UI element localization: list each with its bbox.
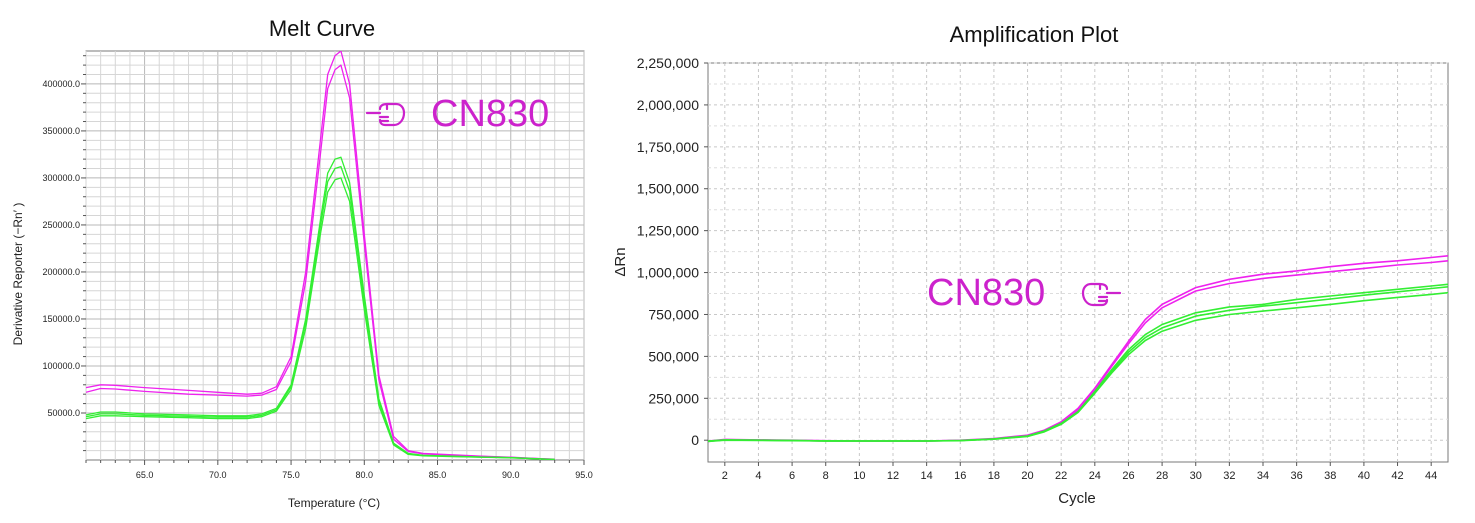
x-tick-label: 36 bbox=[1291, 470, 1303, 482]
series-group bbox=[708, 255, 1448, 443]
hand-pointing-right-icon bbox=[1081, 282, 1122, 307]
x-tick-label: 30 bbox=[1190, 470, 1202, 482]
x-tick-label: 20 bbox=[1021, 470, 1033, 482]
annotation-cn830: CN830 bbox=[927, 272, 1122, 314]
x-tick-label: 16 bbox=[954, 470, 966, 482]
chart-title: Amplification Plot bbox=[950, 22, 1119, 47]
y-axis-label: ΔRn bbox=[612, 247, 629, 276]
y-axis-label: Derivative Reporter (−Rn′ ) bbox=[11, 203, 25, 346]
gridlines bbox=[708, 62, 1448, 462]
x-tick-label: 8 bbox=[823, 470, 829, 482]
x-tick-label: 65.0 bbox=[136, 470, 154, 480]
y-tick-label: 250000.0 bbox=[42, 220, 80, 230]
annotation-label: CN830 bbox=[431, 93, 549, 135]
y-tick-label: 300000.0 bbox=[42, 173, 80, 183]
amplification-plot-chart: Amplification Plot 2 4 6 8 10 12 14 16 18 20 22 24 2… bbox=[612, 22, 1449, 507]
x-tick-label: 2 bbox=[722, 470, 728, 482]
x-axis-label: Temperature (°C) bbox=[288, 496, 380, 510]
x-tick-label: 85.0 bbox=[429, 470, 447, 480]
y-tick-label: 1,750,000 bbox=[637, 139, 699, 155]
x-tick-label: 32 bbox=[1223, 470, 1235, 482]
x-tick-label: 90.0 bbox=[502, 470, 520, 480]
x-tick-label: 28 bbox=[1156, 470, 1168, 482]
y-tick-label: 100000.0 bbox=[42, 361, 80, 371]
series-line-2 bbox=[86, 64, 555, 460]
y-tick-label: 350000.0 bbox=[42, 126, 80, 136]
y-tick-label: 200000.0 bbox=[42, 267, 80, 277]
x-tick-label: 34 bbox=[1257, 470, 1269, 482]
y-tick-label: 2,250,000 bbox=[637, 55, 699, 71]
hand-pointing-left-icon bbox=[365, 102, 406, 127]
axis-ticks: 2 4 6 8 10 12 14 16 18 20 22 24 26 28 30 32 34 36 38 40 42 44… bbox=[637, 55, 1438, 482]
x-tick-label: 6 bbox=[789, 470, 795, 482]
y-tick-label: 500,000 bbox=[648, 348, 699, 364]
axis-ticks: 65.0 70.0 75.0 80.0 85.0 90.0 95.0 50000.0 10000… bbox=[42, 55, 593, 480]
y-tick-label: 0 bbox=[691, 432, 699, 448]
y-tick-label: 250,000 bbox=[648, 390, 699, 406]
annotation-label: CN830 bbox=[927, 272, 1045, 314]
x-tick-label: 12 bbox=[887, 470, 899, 482]
y-tick-label: 1,000,000 bbox=[637, 265, 699, 281]
x-tick-label: 44 bbox=[1425, 470, 1437, 482]
x-tick-label: 26 bbox=[1122, 470, 1134, 482]
x-tick-label: 24 bbox=[1089, 470, 1101, 482]
series-line-5 bbox=[708, 291, 1448, 443]
x-tick-label: 70.0 bbox=[209, 470, 227, 480]
series-line-5 bbox=[86, 165, 555, 460]
y-tick-label: 750,000 bbox=[648, 306, 699, 322]
y-tick-label: 400000.0 bbox=[42, 79, 80, 89]
y-tick-label: 150000.0 bbox=[42, 314, 80, 324]
x-tick-label: 4 bbox=[755, 470, 761, 482]
x-tick-label: 42 bbox=[1391, 470, 1403, 482]
melt-curve-chart: Melt Curve 65.0 70.0 75.0 80.0 85.0 90.0 95.0 5… bbox=[11, 16, 593, 510]
series-group bbox=[86, 51, 555, 460]
x-tick-label: 14 bbox=[921, 470, 933, 482]
x-tick-label: 95.0 bbox=[575, 470, 593, 480]
x-tick-label: 22 bbox=[1055, 470, 1067, 482]
x-tick-label: 38 bbox=[1324, 470, 1336, 482]
x-tick-label: 75.0 bbox=[282, 470, 300, 480]
x-tick-label: 18 bbox=[988, 470, 1000, 482]
annotation-cn830: CN830 bbox=[365, 93, 549, 135]
y-tick-label: 2,000,000 bbox=[637, 97, 699, 113]
x-tick-label: 10 bbox=[853, 470, 865, 482]
y-tick-label: 1,250,000 bbox=[637, 223, 699, 239]
y-tick-label: 1,500,000 bbox=[637, 181, 699, 197]
plot-area bbox=[707, 62, 1449, 463]
y-tick-label: 50000.0 bbox=[47, 408, 80, 418]
chart-title: Melt Curve bbox=[269, 16, 375, 41]
x-tick-label: 40 bbox=[1358, 470, 1370, 482]
x-axis-label: Cycle bbox=[1058, 490, 1096, 507]
x-tick-label: 80.0 bbox=[356, 470, 374, 480]
